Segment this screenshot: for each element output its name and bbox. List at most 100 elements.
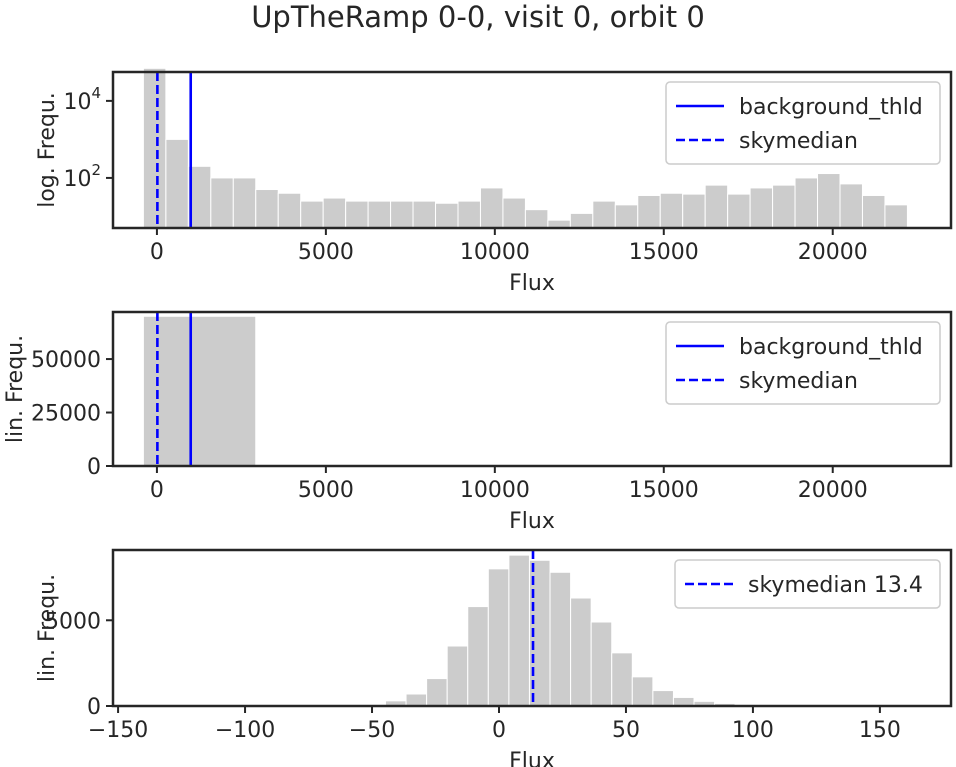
x-tick-label: 0 [150, 478, 164, 503]
legend-label: skymedian 13.4 [748, 573, 923, 598]
histogram-bar [502, 197, 526, 229]
histogram-bar [277, 192, 302, 229]
histogram-bar [426, 678, 448, 707]
histogram-bar [142, 67, 167, 229]
histogram-bar [570, 597, 592, 707]
histogram-bar [165, 138, 189, 229]
x-tick-label: −50 [349, 718, 395, 743]
linear-histogram-panel: 0 5000 10000 15000 20000 0 25000 50000 Flux lin. … [3, 310, 953, 534]
legend-box [665, 321, 941, 405]
y-tick-label: 5000 [45, 609, 101, 634]
histogram-bar [772, 184, 796, 229]
histogram-bar [659, 192, 684, 229]
histogram-bar [682, 193, 706, 229]
x-tick-label: 20000 [798, 240, 868, 265]
legend-label: skymedian [739, 129, 858, 154]
histogram-bar [467, 606, 489, 707]
histogram-bar [672, 696, 695, 707]
plot-frame [111, 310, 953, 468]
histogram-bar [839, 183, 863, 229]
figure-title: UpTheRamp 0-0, visit 0, orbit 0 [251, 0, 705, 34]
histogram-bar [631, 676, 654, 707]
y-axis-label: log. Frequ. [35, 92, 60, 208]
x-tick-label: 15000 [629, 478, 699, 503]
legend-label: background_thld [739, 335, 923, 360]
histogram-bar [611, 652, 633, 707]
x-tick-label: 150 [859, 718, 901, 743]
y-tick-exponent: 2 [91, 161, 101, 179]
x-tick-label: 5000 [298, 478, 354, 503]
legend: background_thld skymedian [665, 321, 941, 405]
histogram-bar [232, 177, 257, 229]
histogram-bar [487, 568, 510, 707]
histogram-bar [390, 200, 414, 229]
legend-box [665, 81, 941, 165]
y-tick-label: 50000 [31, 348, 101, 373]
y-tick-label: 0 [87, 695, 101, 720]
histogram-bar [549, 571, 572, 707]
y-axis-label: lin. Frequ. [3, 335, 28, 443]
histogram-bar [727, 193, 751, 229]
histogram-bar [652, 690, 674, 707]
x-tick-label: 100 [732, 718, 774, 743]
y-tick-label: 104 [63, 84, 101, 115]
y-axis-label: lin. Frequ. [35, 574, 60, 682]
y-tick-label: 102 [63, 161, 101, 192]
histogram-bar [637, 194, 661, 229]
y-tick-label: 0 [87, 455, 101, 480]
histogram-bar [524, 209, 549, 229]
histogram-bar [405, 693, 428, 707]
histogram-bar [592, 200, 616, 229]
histogram-bar [300, 200, 324, 229]
x-tick-label: −100 [215, 718, 275, 743]
legend-label: background_thld [739, 95, 923, 120]
plot-frame [111, 70, 953, 230]
histogram-bar [794, 177, 819, 229]
histogram-bar [345, 200, 369, 229]
histogram-bar [861, 194, 886, 229]
histogram-bar [479, 187, 504, 229]
histogram-bar [322, 197, 347, 229]
histogram-bar [508, 554, 530, 707]
x-tick-label: 50 [612, 718, 640, 743]
y-tick-base: 10 [63, 167, 91, 192]
histogram-bar [749, 187, 774, 229]
histogram-bar [614, 204, 639, 229]
y-tick-label: 25000 [31, 402, 101, 427]
histogram-bar [884, 204, 908, 229]
x-tick-label: 10000 [460, 478, 530, 503]
histogram-bar [412, 200, 437, 229]
x-tick-label: 20000 [798, 478, 868, 503]
x-tick-label: 0 [150, 240, 164, 265]
y-tick-base: 10 [63, 90, 91, 115]
legend-label: skymedian [739, 369, 858, 394]
histogram-bars [142, 67, 908, 229]
histogram-bar [457, 200, 481, 229]
zoomed-histogram-panel: −150 −100 −50 0 50 100 150 0 5000 Flux lin. Frequ.… [35, 548, 953, 767]
y-tick-exponent: 4 [91, 84, 101, 102]
histogram-bar [255, 189, 279, 229]
histogram-bar [590, 621, 613, 707]
histogram-bar [817, 173, 841, 229]
x-axis-label: Flux [509, 749, 555, 767]
histogram-bar [569, 212, 594, 229]
legend: background_thld skymedian [665, 81, 941, 165]
histogram-bar [435, 202, 459, 229]
x-axis-label: Flux [509, 271, 555, 296]
histogram-bar [367, 200, 392, 229]
histogram-bars [142, 315, 257, 467]
histogram-bar [142, 315, 257, 467]
histogram-bar [704, 184, 729, 229]
plot-frame [111, 548, 953, 708]
legend-box [674, 559, 941, 609]
histogram-bar [446, 645, 469, 707]
x-tick-label: 15000 [629, 240, 699, 265]
x-tick-label: 10000 [460, 240, 530, 265]
x-tick-label: −150 [88, 718, 148, 743]
x-tick-label: 5000 [298, 240, 354, 265]
legend: skymedian 13.4 [674, 559, 941, 609]
histogram-bar [210, 177, 234, 229]
x-tick-label: 0 [492, 718, 506, 743]
